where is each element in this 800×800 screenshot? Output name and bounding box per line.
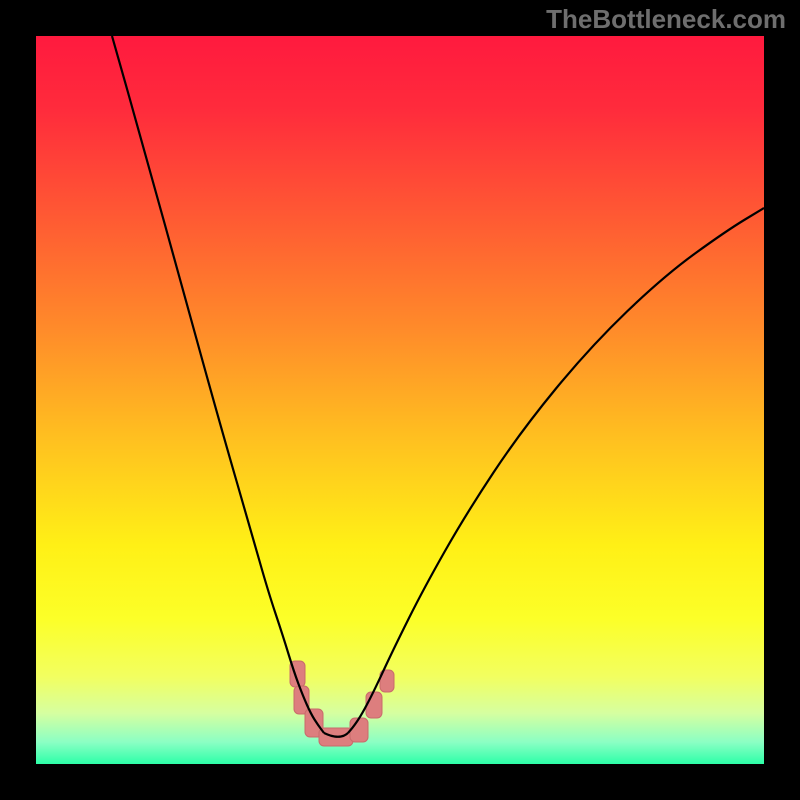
canvas-root: TheBottleneck.com bbox=[0, 0, 800, 800]
gradient-background bbox=[36, 36, 764, 764]
pink-marker bbox=[350, 718, 368, 742]
plot-svg bbox=[36, 36, 764, 764]
watermark-text: TheBottleneck.com bbox=[546, 4, 786, 35]
plot-area bbox=[36, 36, 764, 764]
pink-marker bbox=[366, 692, 382, 718]
